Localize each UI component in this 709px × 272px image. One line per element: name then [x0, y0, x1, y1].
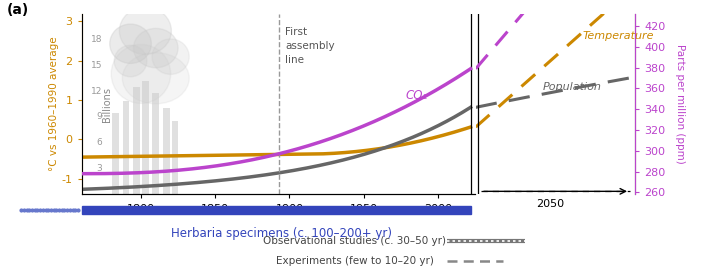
Bar [163, 108, 169, 194]
Ellipse shape [111, 44, 171, 103]
Y-axis label: °C vs 1960–1990 average: °C vs 1960–1990 average [49, 37, 59, 171]
Text: 12: 12 [91, 86, 102, 96]
Point [29, 208, 40, 212]
Point [23, 208, 35, 212]
Point [35, 208, 46, 212]
Point [43, 208, 54, 212]
Bar [152, 93, 159, 194]
Bar [133, 87, 140, 194]
Text: First
assembly
line: First assembly line [285, 26, 335, 64]
Bar [172, 121, 179, 194]
Point [32, 208, 43, 212]
Ellipse shape [152, 39, 189, 74]
Point [59, 208, 70, 212]
Text: Billions: Billions [102, 86, 112, 122]
Text: 3: 3 [96, 164, 102, 173]
Text: Experiments (few to 10–20 yr): Experiments (few to 10–20 yr) [276, 256, 433, 266]
Point [56, 208, 67, 212]
Text: Temperature: Temperature [582, 30, 654, 41]
Text: (a): (a) [7, 3, 29, 17]
Point [65, 208, 76, 212]
Text: Herbaria specimens (c. 100–200+ yr): Herbaria specimens (c. 100–200+ yr) [171, 227, 392, 240]
Ellipse shape [133, 28, 178, 68]
Text: Observational studies (c. 30–50 yr): Observational studies (c. 30–50 yr) [263, 236, 446, 246]
Point [51, 208, 62, 212]
Point [62, 208, 73, 212]
Text: 9: 9 [96, 112, 102, 122]
Point [53, 208, 65, 212]
Point [18, 208, 30, 212]
Point [72, 208, 84, 212]
Bar [142, 81, 149, 194]
Point [16, 208, 27, 212]
Point [48, 208, 60, 212]
Bar [123, 101, 130, 194]
Bar [112, 113, 119, 194]
Point [37, 208, 48, 212]
Text: CO₂: CO₂ [406, 89, 428, 102]
Ellipse shape [114, 45, 147, 77]
Text: 6: 6 [96, 138, 102, 147]
Point [40, 208, 51, 212]
Text: 18: 18 [91, 35, 102, 44]
Point [21, 208, 33, 212]
Point [26, 208, 38, 212]
Point [45, 208, 57, 212]
Point [69, 208, 81, 212]
Y-axis label: Parts per million (ppm): Parts per million (ppm) [675, 44, 685, 164]
Text: 15: 15 [91, 61, 102, 70]
Ellipse shape [123, 53, 189, 104]
Text: Population: Population [542, 82, 601, 92]
Ellipse shape [110, 24, 151, 63]
Bar [82, 206, 471, 214]
Point [67, 208, 78, 212]
Ellipse shape [119, 7, 172, 54]
